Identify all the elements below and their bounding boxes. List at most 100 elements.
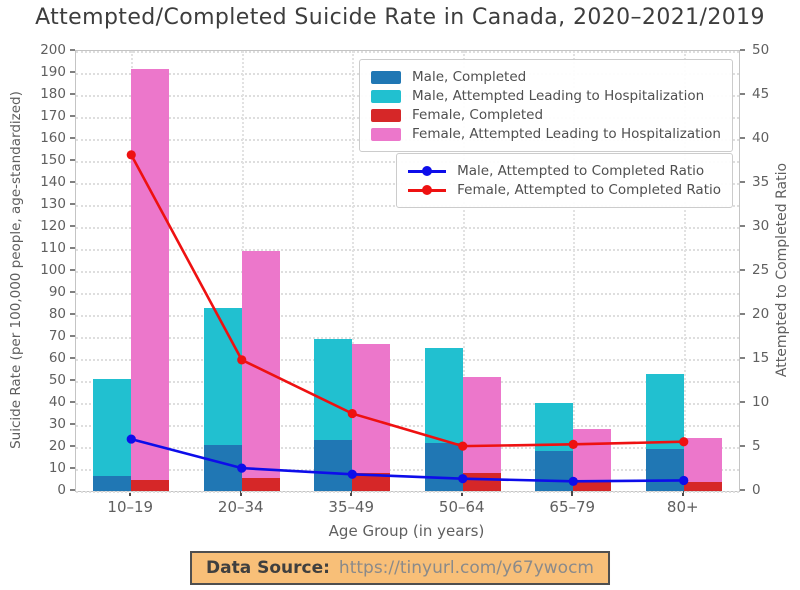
h-gridline (76, 403, 739, 405)
left-tick-label: 170 (40, 108, 66, 124)
left-tick (70, 71, 75, 73)
left-tick (70, 247, 75, 249)
bar-male-completed (314, 440, 353, 491)
left-tick (70, 181, 75, 183)
h-gridline (76, 227, 739, 229)
right-tick (740, 445, 745, 447)
left-tick-label: 80 (48, 306, 66, 322)
legend-line-swatch (408, 185, 447, 195)
left-tick (70, 467, 75, 469)
legend-label: Female, Completed (412, 107, 544, 123)
legend-lines: Male, Attempted to Completed Ratio Female… (396, 153, 733, 208)
bar-female-completed (462, 473, 501, 491)
right-tick-label: 25 (752, 262, 770, 278)
right-tick-label: 35 (752, 174, 770, 190)
x-tick-label: 80+ (666, 498, 699, 516)
data-source-box: Data Source: https://tinyurl.com/y67ywocm (190, 551, 610, 585)
left-tick-label: 190 (40, 64, 66, 80)
bar-female-completed (573, 482, 612, 491)
h-gridline (76, 249, 739, 251)
legend-item-male-completed: Male, Completed (371, 69, 721, 85)
legend-item-female-attempted-to-completed-ratio: Female, Attempted to Completed Ratio (408, 182, 721, 198)
h-gridline (76, 271, 739, 273)
bar-male-attempted-leading-to-hospitalization (93, 378, 132, 491)
data-source-label: Data Source: (206, 558, 330, 578)
left-tick (70, 445, 75, 447)
right-tick (740, 489, 745, 491)
left-tick (70, 137, 75, 139)
v-gridline (683, 51, 686, 491)
h-gridline (76, 293, 739, 295)
right-tick (740, 49, 745, 51)
bar-female-attempted-leading-to-hospitalization (352, 343, 391, 491)
chart-title: Attempted/Completed Suicide Rate in Cana… (35, 5, 765, 30)
x-tick-label: 20–34 (217, 498, 264, 516)
right-tick-label: 10 (752, 394, 770, 410)
left-tick (70, 291, 75, 293)
bar-male-completed (424, 442, 463, 491)
left-tick-label: 50 (48, 372, 66, 388)
left-tick-label: 90 (48, 284, 66, 300)
bar-male-completed (93, 475, 132, 491)
left-tick-label: 180 (40, 86, 66, 102)
legend-line-swatch (408, 166, 447, 176)
legend-item-female-completed: Female, Completed (371, 107, 721, 123)
bar-male-completed (203, 444, 242, 491)
left-tick (70, 423, 75, 425)
legend-label: Female, Attempted Leading to Hospitaliza… (412, 126, 721, 142)
left-tick-label: 10 (48, 460, 66, 476)
h-gridline (76, 469, 739, 471)
legend-line-dot (422, 166, 433, 176)
left-tick (70, 225, 75, 227)
left-tick-label: 70 (48, 328, 66, 344)
left-axis-label: Suicide Rate (per 100,000 people, age-st… (8, 91, 24, 449)
legend-item-female-attempted-leading-to-hospitalization: Female, Attempted Leading to Hospitaliza… (371, 126, 721, 142)
right-tick (740, 269, 745, 271)
x-axis-label: Age Group (in years) (328, 522, 485, 540)
h-gridline (76, 381, 739, 383)
left-tick (70, 203, 75, 205)
right-tick-label: 45 (752, 86, 770, 102)
left-tick-label: 110 (40, 240, 66, 256)
bar-female-attempted-leading-to-hospitalization (241, 251, 280, 491)
h-gridline (76, 337, 739, 339)
left-tick (70, 401, 75, 403)
left-tick-label: 0 (57, 482, 66, 498)
right-tick-label: 5 (752, 438, 761, 454)
left-tick (70, 115, 75, 117)
legend-swatch (371, 89, 402, 103)
h-gridline (76, 425, 739, 427)
x-tick (571, 491, 574, 496)
right-tick (740, 137, 745, 139)
h-gridline (76, 447, 739, 449)
x-tick-label: 65–79 (549, 498, 596, 516)
h-gridline (76, 51, 739, 53)
bar-female-completed (241, 477, 280, 491)
left-tick (70, 357, 75, 359)
legend-item-male-attempted-to-completed-ratio: Male, Attempted to Completed Ratio (408, 163, 721, 179)
legend-swatch (371, 127, 402, 141)
legend-line-dot (422, 185, 433, 195)
bar-female-completed (352, 473, 391, 491)
right-tick (740, 225, 745, 227)
x-tick-label: 35–49 (328, 498, 375, 516)
left-tick-label: 140 (40, 174, 66, 190)
x-tick-label: 10–19 (107, 498, 154, 516)
legend-label: Female, Attempted to Completed Ratio (457, 182, 721, 198)
right-tick (740, 93, 745, 95)
right-tick-label: 40 (752, 130, 770, 146)
left-tick-label: 100 (40, 262, 66, 278)
h-gridline (76, 359, 739, 361)
legend-swatch (371, 108, 402, 122)
right-tick (740, 181, 745, 183)
x-tick (129, 491, 132, 496)
legend-item-male-attempted-leading-to-hospitalization: Male, Attempted Leading to Hospitalizati… (371, 88, 721, 104)
left-tick (70, 379, 75, 381)
bar-male-completed (535, 451, 574, 491)
bar-male-completed (645, 449, 684, 491)
legend-label: Male, Completed (412, 69, 527, 85)
left-tick-label: 120 (40, 218, 66, 234)
left-tick-label: 130 (40, 196, 66, 212)
plot-area: Male, Completed Male, Attempted Leading t… (75, 50, 740, 493)
